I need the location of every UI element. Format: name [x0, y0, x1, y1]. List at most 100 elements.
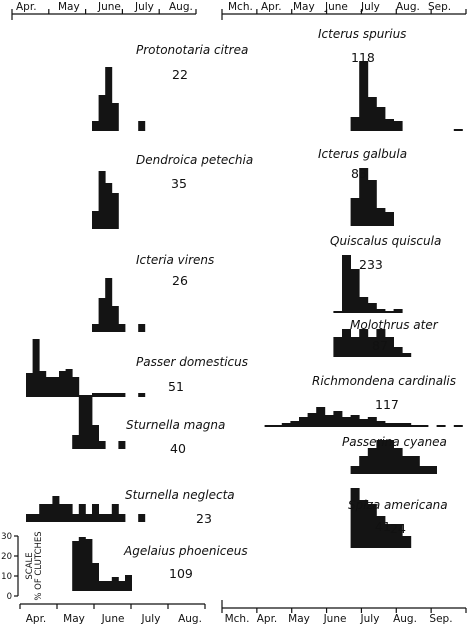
- left-species-count-5: 40: [170, 441, 186, 456]
- right-bar-4-10: [333, 337, 343, 357]
- right-bar-6-13: [359, 456, 369, 474]
- right-top-month-label: June: [324, 1, 348, 13]
- right-bar-5-15: [376, 421, 386, 427]
- left-bar-7-14: [111, 577, 119, 591]
- left-bar-2-12: [98, 171, 106, 229]
- left-bar-6-15: [118, 514, 126, 522]
- left-bar-6-10: [85, 514, 93, 522]
- left-bar-6-7: [65, 504, 73, 522]
- right-bar-7-12: [350, 488, 360, 548]
- right-species-name-7: Spiza americana: [348, 498, 448, 512]
- axes: [11, 9, 467, 613]
- right-bar-5-6: [299, 417, 308, 427]
- right-bar-1-13: [359, 61, 369, 131]
- left-bar-6-13: [105, 514, 113, 522]
- left-bar-3-18: [138, 324, 146, 332]
- left-bar-4-7: [65, 369, 73, 397]
- right-bar-2-13: [359, 168, 369, 226]
- scale-label-line: % OF CLUTCHES: [34, 531, 44, 600]
- right-bar-5-16: [385, 423, 394, 427]
- right-bar-2-14: [367, 180, 377, 226]
- right-bar-5-8: [316, 407, 326, 427]
- right-bottom-month-label: Apr.: [257, 613, 278, 625]
- left-bottom-month-label: May: [63, 613, 85, 625]
- left-bar-4-6: [59, 371, 66, 397]
- right-bar-5-11: [342, 417, 351, 427]
- left-top-month-label: June: [97, 1, 121, 13]
- right-top-month-label: Aug.: [396, 1, 420, 13]
- right-bar-2-12: [350, 198, 360, 226]
- scale-tick-label: 10: [1, 572, 12, 582]
- right-bar-5-24: [453, 425, 463, 427]
- left-bar-4-18: [138, 393, 146, 397]
- right-bar-3-16: [385, 311, 394, 313]
- left-species-name-5: Sturnella magna: [126, 418, 225, 432]
- right-bar-5-10: [333, 411, 343, 427]
- right-bar-4-16: [385, 337, 394, 357]
- right-bottom-month-label: July: [360, 613, 380, 625]
- left-bar-4-3: [39, 371, 47, 397]
- right-bar-6-20: [419, 466, 429, 474]
- left-bar-3-14: [111, 306, 119, 332]
- left-bar-6-14: [111, 504, 119, 522]
- left-bottom-month-label: July: [141, 613, 161, 625]
- left-bar-1-13: [105, 67, 113, 131]
- right-species-count-2: 83: [351, 166, 367, 181]
- right-species-name-3: Quiscalus quiscula: [330, 234, 441, 248]
- right-bar-6-15: [376, 440, 386, 474]
- right-bar-6-16: [385, 440, 394, 474]
- right-bar-5-3: [273, 425, 283, 427]
- left-bar-7-9: [78, 537, 86, 591]
- right-bar-2-15: [376, 208, 386, 226]
- right-bar-4-11: [342, 329, 351, 357]
- right-bar-1-14: [367, 97, 377, 131]
- right-bar-3-13: [359, 297, 369, 313]
- left-species-count-3: 26: [172, 273, 188, 288]
- right-bar-4-14: [367, 337, 377, 357]
- right-bar-7-18: [402, 536, 412, 548]
- right-bar-1-15: [376, 107, 386, 131]
- left-bar-7-12: [98, 581, 106, 591]
- scale-tick-label: 20: [1, 552, 12, 562]
- left-species-count-4: 51: [168, 379, 184, 394]
- right-top-month-label: May: [293, 1, 315, 13]
- right-species-count-7: 41: [375, 519, 391, 534]
- right-top-month-label: Mch.: [228, 1, 253, 13]
- left-top-month-label: July: [134, 1, 154, 13]
- right-bar-5-12: [350, 415, 360, 427]
- left-bar-3-11: [92, 324, 99, 332]
- right-bar-3-12: [350, 269, 360, 313]
- right-bottom-month-label: June: [323, 613, 347, 625]
- right-bar-7-16: [385, 524, 394, 548]
- right-bar-1-17: [393, 121, 403, 131]
- right-species-name-4: Molothrus ater: [350, 318, 439, 332]
- left-bar-4-14: [111, 393, 119, 397]
- right-bar-7-13: [359, 500, 369, 548]
- right-bottom-month-label: Mch.: [225, 613, 250, 625]
- left-bar-2-14: [111, 193, 119, 229]
- left-bar-7-13: [105, 581, 113, 591]
- right-species-count-1: 118: [351, 50, 375, 65]
- right-species-count-4: 87: [372, 338, 388, 353]
- right-bottom-month-label: Sep.: [429, 613, 452, 625]
- left-bar-6-8: [72, 514, 80, 522]
- right-bar-6-19: [410, 456, 420, 474]
- right-bar-4-13: [359, 329, 369, 357]
- left-top-month-label: Apr.: [16, 1, 37, 13]
- right-bar-3-11: [342, 255, 351, 313]
- left-bar-5-8: [72, 435, 80, 449]
- left-bar-6-6: [59, 504, 66, 522]
- left-bar-5-10: [85, 395, 93, 449]
- labels: Apr. May June July Aug. Apr. May June July Aug. Pr…: [1, 1, 456, 625]
- left-bar-1-11: [92, 121, 99, 131]
- histogram-bars: [26, 61, 463, 591]
- right-species-name-2: Icterus galbula: [318, 147, 407, 161]
- right-bar-5-2: [264, 425, 274, 427]
- right-bar-7-14: [367, 504, 377, 548]
- left-bar-6-3: [39, 504, 47, 522]
- left-bottom-month-label: June: [101, 613, 125, 625]
- left-bottom-month-label: Aug.: [178, 613, 202, 625]
- right-bar-6-17: [393, 448, 403, 474]
- right-bar-1-16: [385, 119, 394, 131]
- left-bar-3-12: [98, 298, 106, 332]
